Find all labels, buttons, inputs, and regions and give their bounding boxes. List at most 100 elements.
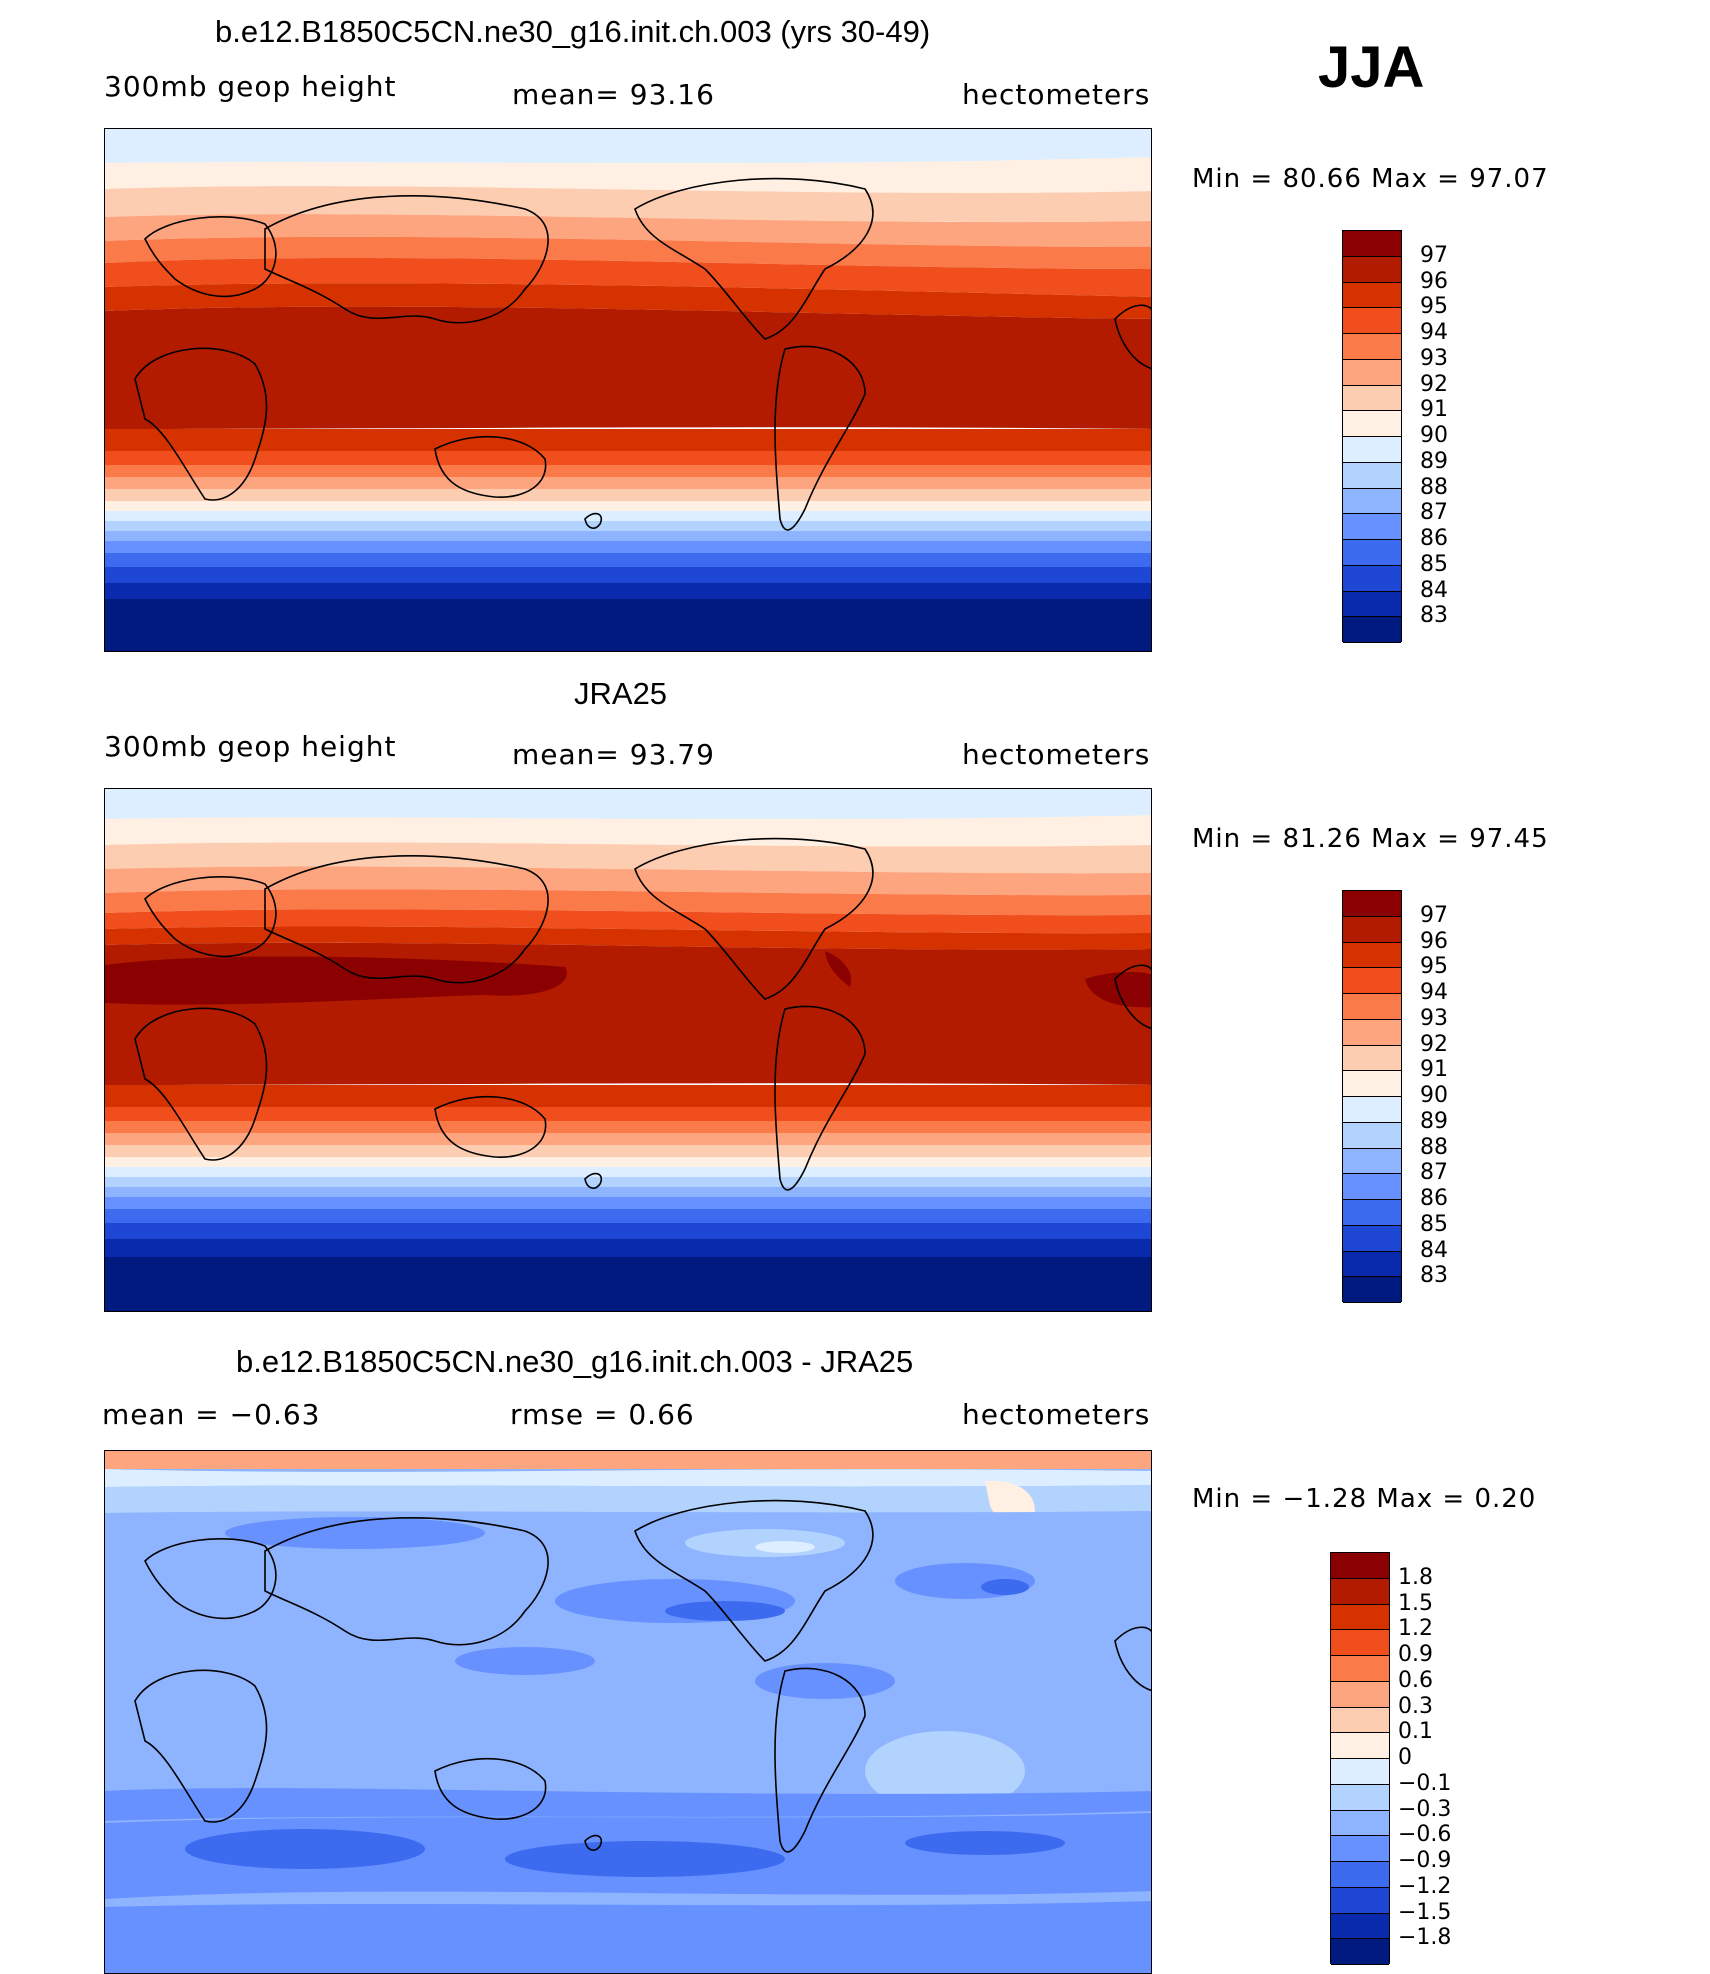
colorbar-label: 97 — [1420, 902, 1448, 928]
colorbar-swatch — [1343, 462, 1401, 489]
colorbar-swatch — [1343, 565, 1401, 592]
colorbar-swatch — [1331, 1939, 1389, 1965]
colorbar-label: 94 — [1420, 320, 1448, 345]
colorbar-swatch — [1331, 1707, 1389, 1734]
colorbar-swatch — [1343, 591, 1401, 618]
colorbar-label: 93 — [1420, 345, 1448, 371]
colorbar-label: 0.9 — [1398, 1642, 1433, 1667]
colorbar-swatch — [1331, 1630, 1389, 1656]
colorbar-swatch — [1331, 1887, 1389, 1914]
season-label: JJA — [1318, 35, 1425, 100]
panel-title: b.e12.B1850C5CN.ne30_g16.init.ch.003 (yr… — [215, 14, 931, 49]
colorbar-swatch — [1343, 514, 1401, 540]
colorbar-label: 0.1 — [1398, 1719, 1433, 1745]
colorbar-swatch — [1343, 994, 1401, 1020]
colorbar-label: −1.8 — [1398, 1925, 1452, 1951]
colorbar-swatch — [1343, 1045, 1401, 1072]
panel-variable-label: 300mb geop height — [104, 730, 397, 763]
colorbar-swatch — [1343, 916, 1401, 943]
colorbar-swatch — [1343, 617, 1401, 643]
colorbar-label: 94 — [1420, 980, 1448, 1005]
colorbar-swatch — [1331, 1862, 1389, 1888]
colorbar-swatch — [1343, 1277, 1401, 1303]
colorbar-label: 89 — [1420, 1108, 1448, 1134]
colorbar-label: 1.5 — [1398, 1590, 1433, 1616]
colorbar-swatch — [1343, 411, 1401, 437]
colorbar-swatch — [1331, 1656, 1389, 1682]
panel-rmse-label: rmse = 0.66 — [510, 1398, 695, 1431]
colorbar-label: 91 — [1420, 1057, 1448, 1083]
colorbar-label: 90 — [1420, 423, 1448, 448]
panel-minmax: Min = −1.28 Max = 0.20 — [1192, 1484, 1537, 1514]
colorbar-label: 0.6 — [1398, 1667, 1433, 1693]
colorbar-swatch — [1343, 385, 1401, 412]
coastlines — [134, 177, 1151, 531]
colorbar-label: 95 — [1420, 294, 1448, 320]
colorbar-label: 95 — [1420, 954, 1448, 980]
panel-minmax: Min = 80.66 Max = 97.07 — [1192, 164, 1549, 194]
colorbar-label: −0.6 — [1398, 1822, 1452, 1848]
colorbar-label: −1.5 — [1398, 1899, 1452, 1925]
colorbar-label: 90 — [1420, 1083, 1448, 1108]
colorbar-swatch — [1343, 942, 1401, 969]
colorbar-swatch — [1343, 308, 1401, 334]
colorbar-swatch — [1343, 1071, 1401, 1097]
colorbar-swatch — [1331, 1836, 1389, 1862]
colorbar-label: −0.3 — [1398, 1796, 1452, 1822]
colorbar-label: −1.2 — [1398, 1873, 1452, 1899]
colorbar-label: 86 — [1420, 1186, 1448, 1211]
colorbar-label: 96 — [1420, 268, 1448, 294]
colorbar-swatch — [1343, 437, 1401, 463]
colorbar-swatch — [1343, 488, 1401, 515]
colorbar-label: 1.8 — [1398, 1564, 1433, 1590]
colorbar-swatch — [1343, 1097, 1401, 1123]
colorbar-swatch — [1343, 359, 1401, 386]
colorbar-swatch — [1343, 540, 1401, 566]
colorbar-swatch — [1343, 1174, 1401, 1200]
colorbar-swatch — [1331, 1913, 1389, 1940]
colorbar-label: 97 — [1420, 242, 1448, 268]
colorbar-swatch — [1331, 1553, 1389, 1579]
colorbar-label: 87 — [1420, 1160, 1448, 1186]
panel-title: b.e12.B1850C5CN.ne30_g16.init.ch.003 - J… — [236, 1344, 914, 1379]
colorbar-swatch — [1343, 282, 1401, 309]
colorbar-swatch — [1331, 1759, 1389, 1785]
panel-mean-label: mean= 93.16 — [512, 78, 715, 111]
colorbar-swatch — [1343, 968, 1401, 994]
colorbar-label: 83 — [1420, 603, 1448, 629]
colorbar-label: 91 — [1420, 397, 1448, 423]
panel-mean-label: mean = −0.63 — [102, 1398, 321, 1431]
coastlines — [134, 837, 1151, 1191]
colorbar-swatch — [1343, 1251, 1401, 1278]
colorbar-label: 96 — [1420, 928, 1448, 954]
colorbar-model: 97 96 95 94 93 92 91 90 89 88 87 86 85 84 83 — [1342, 230, 1448, 643]
colorbar-obs: 97 96 95 94 93 92 91 90 89 88 87 86 85 84 83 — [1342, 890, 1448, 1303]
coastlines — [134, 1499, 1151, 1853]
colorbar-diff: 1.8 1.5 1.2 0.9 0.6 0.3 0.1 0 −0.1 −0.3 −0.6 −0.9 −1… — [1330, 1552, 1451, 1965]
map-obs — [104, 788, 1152, 1312]
panel-units-label: hectometers — [962, 738, 1151, 771]
colorbar-swatch — [1331, 1733, 1389, 1759]
panel-variable-label: 300mb geop height — [104, 70, 397, 103]
colorbar-label: 93 — [1420, 1005, 1448, 1031]
colorbar-label: 86 — [1420, 526, 1448, 551]
colorbar-label: 88 — [1420, 1134, 1448, 1160]
colorbar-swatch — [1331, 1784, 1389, 1811]
colorbar-label: 1.2 — [1398, 1616, 1433, 1642]
colorbar-label: 88 — [1420, 474, 1448, 500]
colorbar-label: 83 — [1420, 1263, 1448, 1289]
colorbar-swatch — [1331, 1604, 1389, 1631]
colorbar-label: 92 — [1420, 1031, 1448, 1057]
colorbar-label: 89 — [1420, 448, 1448, 474]
colorbar-label: 84 — [1420, 1237, 1448, 1263]
colorbar-swatch — [1343, 256, 1401, 283]
colorbar-swatch — [1331, 1810, 1389, 1837]
colorbar-swatch — [1331, 1578, 1389, 1605]
colorbar-swatch — [1343, 1019, 1401, 1046]
panel-title: JRA25 — [574, 676, 668, 711]
map-model — [104, 128, 1152, 652]
colorbar-swatch — [1343, 891, 1401, 917]
panel-mean-label: mean= 93.79 — [512, 738, 715, 771]
panel-units-label: hectometers — [962, 78, 1151, 111]
colorbar-swatch — [1343, 1225, 1401, 1252]
